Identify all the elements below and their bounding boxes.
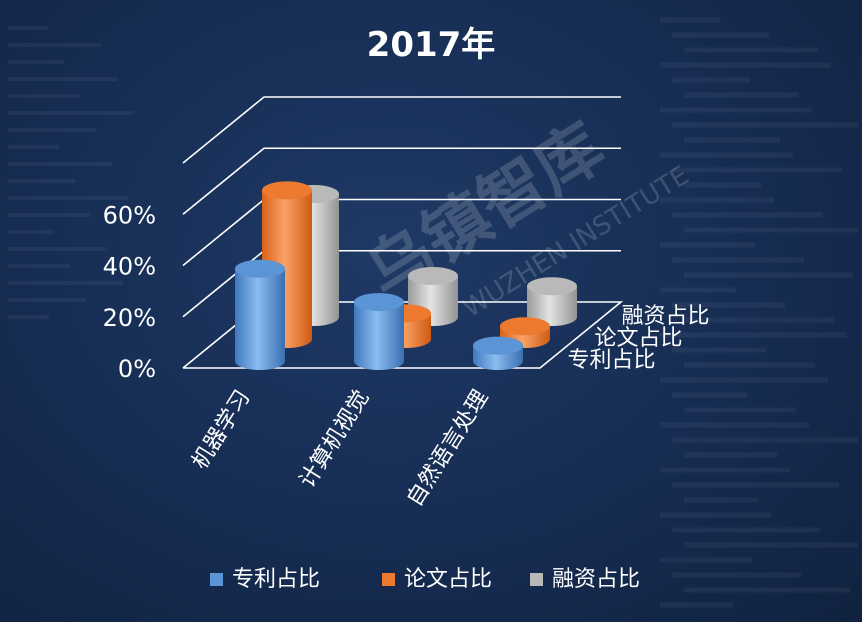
legend-label: 论文占比	[404, 567, 492, 592]
y-tick-label: 0%	[118, 355, 156, 383]
bars	[235, 181, 577, 370]
category-label: 机器学习	[188, 386, 256, 474]
bar-top	[262, 181, 312, 200]
bar-0-2	[473, 336, 523, 370]
bar-2-2	[527, 277, 577, 326]
category-label: 自然语言处理	[402, 386, 493, 511]
bar-0-0	[235, 259, 285, 370]
bar-body	[235, 268, 285, 370]
bar-top	[473, 336, 523, 355]
grid-line	[182, 147, 621, 215]
bar-top	[527, 277, 577, 296]
legend-label: 专利占比	[232, 567, 320, 592]
series-axis-label: 论文占比	[595, 326, 683, 351]
bar-body	[354, 302, 404, 370]
bar-top	[354, 293, 404, 312]
watermark: 乌镇智库 WUZHEN INSTITUTE	[353, 108, 695, 324]
bar-top	[408, 267, 458, 285]
y-tick-label: 40%	[103, 253, 156, 281]
bar-top	[500, 317, 550, 336]
chart-title: 2017年	[367, 25, 496, 65]
y-axis-ticks: 0% 20% 40% 60%	[103, 201, 156, 383]
legend-swatch	[382, 573, 395, 586]
bar-0-1	[354, 293, 404, 370]
legend-label: 融资占比	[552, 567, 640, 592]
x-axis-labels: 机器学习 计算机视觉 自然语言处理	[188, 386, 494, 511]
grid-line	[182, 96, 621, 164]
category-label: 计算机视觉	[295, 386, 375, 493]
legend-swatch	[530, 573, 543, 586]
bar-top	[235, 259, 285, 278]
series-axis-label: 融资占比	[622, 304, 710, 329]
legend-swatch	[210, 573, 223, 586]
background-texture	[8, 17, 858, 608]
y-tick-label: 20%	[103, 304, 156, 332]
series-axis-label: 专利占比	[568, 348, 656, 373]
y-tick-label: 60%	[103, 201, 156, 229]
bar-body	[527, 286, 577, 326]
legend: 专利占比 论文占比 融资占比	[210, 567, 640, 592]
